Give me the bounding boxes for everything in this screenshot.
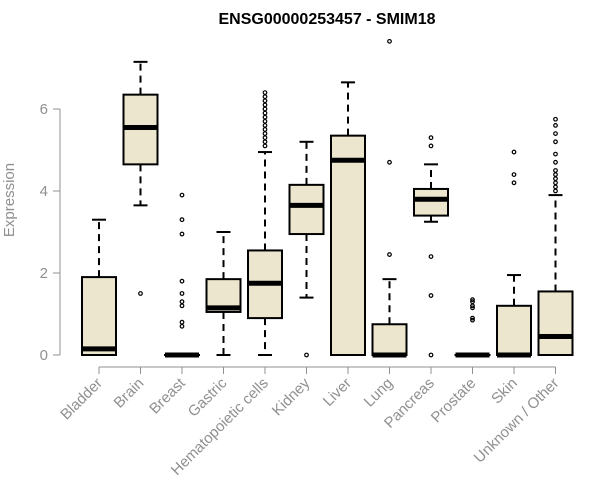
- chart-title: ENSG00000253457 - SMIM18: [218, 11, 435, 28]
- boxplot-series: [81, 38, 574, 358]
- x-tick-label-bladder: Bladder: [57, 375, 106, 424]
- outlier-point: [304, 352, 309, 358]
- outlier-point: [262, 127, 268, 132]
- x-tick-label-prostate: Prostate: [428, 375, 480, 427]
- outlier-point: [553, 139, 558, 145]
- outlier-point: [428, 143, 434, 149]
- iqr-box: [288, 183, 325, 236]
- x-tick-label-kidney: Kidney: [269, 374, 314, 419]
- outlier-point: [179, 303, 185, 309]
- outlier-point: [511, 180, 517, 186]
- outlier-point: [262, 143, 268, 149]
- box-breast: [164, 192, 200, 358]
- outlier-point: [553, 176, 558, 182]
- x-tick-label-lung: Lung: [361, 375, 397, 411]
- outlier-point: [387, 38, 392, 44]
- outlier-point: [138, 291, 143, 296]
- outlier-point: [470, 315, 475, 321]
- box-gastric: [205, 231, 242, 356]
- outlier-point: [262, 102, 268, 108]
- box-unknown-other: [537, 116, 574, 357]
- x-tick-label-skin: Skin: [488, 375, 521, 408]
- y-tick-label: 0: [40, 347, 48, 364]
- outlier-point: [262, 118, 268, 124]
- outlier-point: [470, 317, 475, 323]
- outlier-point: [553, 131, 558, 137]
- y-axis: 0 2 4 6: [40, 101, 61, 364]
- x-tick-label-brain: Brain: [111, 375, 148, 412]
- outlier-point: [179, 323, 185, 329]
- outlier-point: [470, 305, 475, 311]
- outlier-point: [553, 159, 558, 165]
- outlier-point: [262, 139, 268, 145]
- x-tick-label-liver: Liver: [320, 375, 355, 410]
- outlier-point: [553, 184, 558, 190]
- iqr-box: [81, 276, 117, 357]
- box-liver: [330, 81, 366, 356]
- y-tick-label: 6: [40, 101, 48, 118]
- outlier-point: [553, 168, 558, 173]
- outlier-point: [262, 131, 268, 137]
- outlier-point: [553, 122, 558, 128]
- outlier-point: [262, 94, 268, 100]
- outlier-point: [179, 192, 185, 198]
- y-tick-label: 2: [40, 265, 48, 282]
- outlier-point: [179, 291, 185, 296]
- y-tick-label: 4: [40, 183, 48, 200]
- box-lung: [371, 38, 408, 358]
- box-kidney: [288, 140, 325, 358]
- y-axis-label: Expression: [1, 163, 18, 237]
- outlier-point: [428, 293, 434, 298]
- outlier-point: [179, 319, 185, 325]
- iqr-box: [330, 134, 366, 356]
- box-bladder: [81, 218, 117, 357]
- outlier-point: [553, 180, 558, 186]
- outlier-point: [262, 114, 268, 120]
- x-tick-label-breast: Breast: [146, 374, 189, 417]
- outlier-point: [262, 98, 268, 104]
- outlier-point: [553, 116, 558, 122]
- outlier-point: [553, 188, 558, 194]
- outlier-point: [428, 254, 434, 260]
- iqr-box: [496, 304, 532, 356]
- iqr-box: [413, 187, 449, 217]
- outlier-point: [470, 297, 475, 303]
- outlier-point: [428, 135, 434, 141]
- box-prostate: [454, 297, 491, 358]
- box-skin: [496, 149, 532, 358]
- outlier-point: [511, 149, 517, 155]
- outlier-point: [553, 151, 558, 157]
- outlier-point: [428, 352, 434, 358]
- iqr-box: [371, 323, 408, 356]
- box-hematopoietic-cells: [247, 90, 283, 356]
- outlier-point: [179, 217, 185, 223]
- box-brain: [122, 60, 159, 296]
- outlier-point: [553, 172, 558, 178]
- outlier-point: [179, 278, 185, 284]
- outlier-point: [262, 106, 268, 112]
- outlier-point: [262, 110, 268, 116]
- outlier-point: [179, 299, 185, 305]
- outlier-point: [387, 252, 392, 257]
- outlier-point: [262, 122, 268, 128]
- outlier-point: [470, 299, 475, 305]
- outlier-point: [511, 172, 517, 178]
- outlier-point: [262, 135, 268, 141]
- iqr-box: [537, 290, 574, 357]
- outlier-point: [387, 159, 392, 165]
- outlier-point: [262, 90, 268, 95]
- outlier-point: [179, 231, 185, 237]
- box-pancreas: [413, 135, 449, 358]
